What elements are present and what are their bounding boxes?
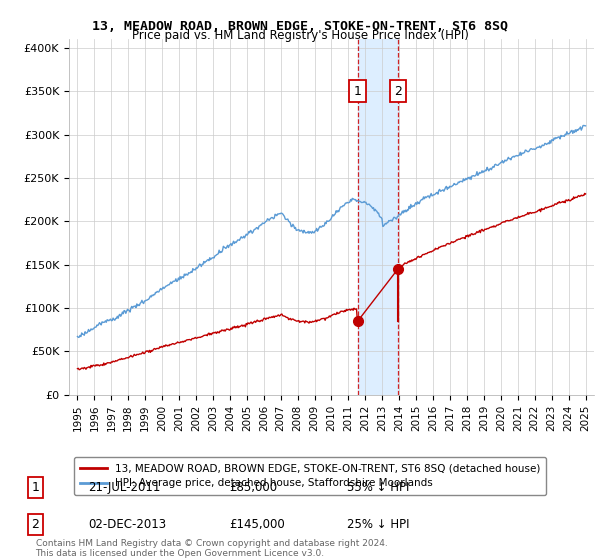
Text: 13, MEADOW ROAD, BROWN EDGE, STOKE-ON-TRENT, ST6 8SQ: 13, MEADOW ROAD, BROWN EDGE, STOKE-ON-TR… <box>92 20 508 32</box>
Text: 02-DEC-2013: 02-DEC-2013 <box>88 518 167 531</box>
Text: 2: 2 <box>394 85 402 98</box>
Text: £145,000: £145,000 <box>230 518 286 531</box>
Text: 2: 2 <box>32 518 40 531</box>
Text: 1: 1 <box>32 481 40 494</box>
Text: Price paid vs. HM Land Registry's House Price Index (HPI): Price paid vs. HM Land Registry's House … <box>131 29 469 42</box>
Text: 1: 1 <box>354 85 362 98</box>
Text: Contains HM Land Registry data © Crown copyright and database right 2024.
This d: Contains HM Land Registry data © Crown c… <box>35 539 387 558</box>
Legend: 13, MEADOW ROAD, BROWN EDGE, STOKE-ON-TRENT, ST6 8SQ (detached house), HPI: Aver: 13, MEADOW ROAD, BROWN EDGE, STOKE-ON-TR… <box>74 457 547 494</box>
Text: 21-JUL-2011: 21-JUL-2011 <box>88 481 161 494</box>
Text: £85,000: £85,000 <box>230 481 278 494</box>
Bar <box>358 39 398 395</box>
Text: 25% ↓ HPI: 25% ↓ HPI <box>347 518 410 531</box>
Text: 55% ↓ HPI: 55% ↓ HPI <box>347 481 410 494</box>
